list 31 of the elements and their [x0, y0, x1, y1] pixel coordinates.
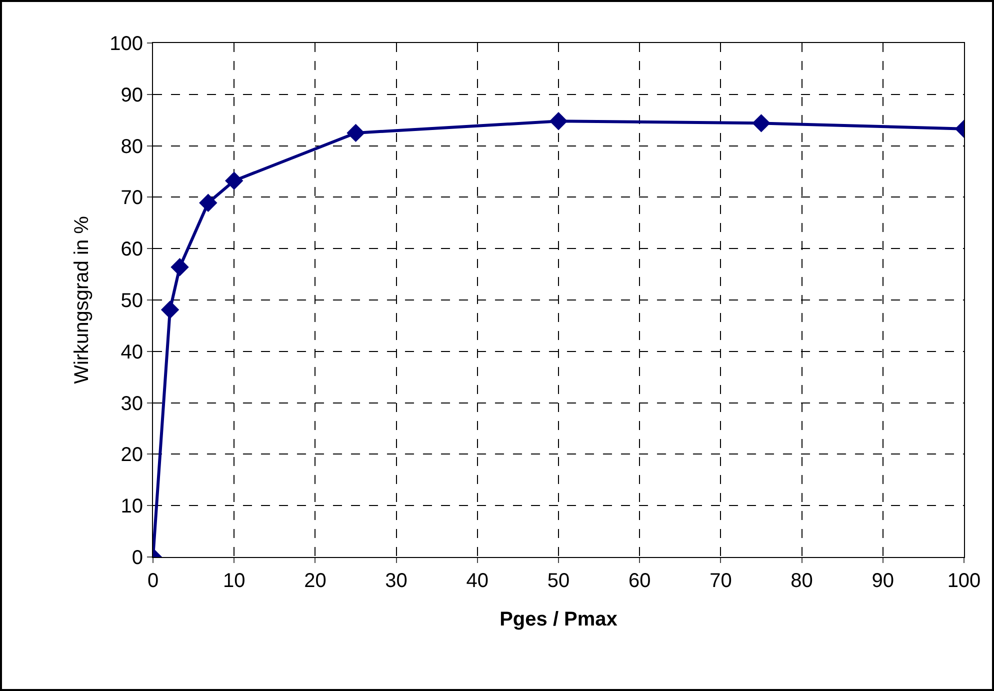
- x-tick-label: 90: [872, 570, 894, 592]
- x-tick-label: 80: [790, 570, 813, 592]
- point: [225, 172, 244, 190]
- x-tick-label: 50: [547, 570, 570, 592]
- y-tick-label: 50: [120, 290, 143, 312]
- y-tick-label: 60: [120, 238, 143, 261]
- y-tick-label: 40: [120, 341, 143, 364]
- x-tick-label: 60: [628, 570, 651, 592]
- x-axis-title: Pges / Pmax: [500, 608, 618, 630]
- point: [752, 114, 770, 132]
- y-tick-label: 10: [120, 496, 143, 518]
- x-tick-label: 10: [222, 570, 246, 592]
- x-tick-label: 100: [947, 570, 981, 592]
- x-tick-label: 40: [466, 570, 489, 592]
- point: [549, 112, 568, 130]
- y-tick-label: 20: [120, 444, 143, 466]
- y-tick-label: 70: [120, 187, 143, 210]
- point: [346, 124, 365, 142]
- x-tick-label: 20: [304, 570, 326, 592]
- point: [199, 194, 218, 212]
- x-tick-label: 0: [147, 570, 159, 592]
- x-tick-label: 30: [385, 570, 408, 592]
- y-axis-title: Wirkungsgrad in %: [71, 216, 94, 384]
- y-tick-label: 30: [120, 392, 143, 415]
- y-tick-label: 90: [120, 84, 143, 106]
- y-tick-label: 100: [110, 33, 143, 55]
- point: [170, 258, 189, 276]
- y-tick-label: 0: [132, 547, 143, 569]
- x-tick-label: 70: [710, 570, 732, 592]
- point: [160, 300, 180, 319]
- y-tick-label: 80: [120, 136, 143, 158]
